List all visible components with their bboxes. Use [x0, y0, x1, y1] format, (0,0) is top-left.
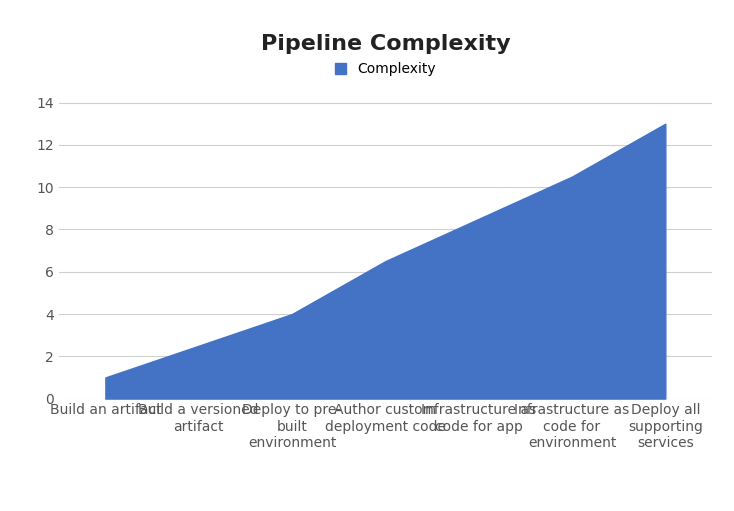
Legend: Complexity: Complexity [335, 62, 436, 76]
Title: Pipeline Complexity: Pipeline Complexity [261, 34, 510, 54]
